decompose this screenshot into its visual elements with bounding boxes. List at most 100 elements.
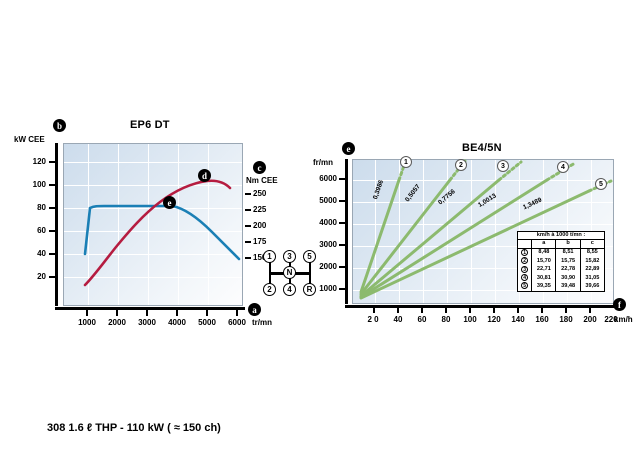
y2-tick-label: 225 <box>253 205 267 214</box>
gridline-v <box>178 144 179 305</box>
gear-gate-right <box>308 261 311 285</box>
x-tick-label: 200 <box>583 315 597 324</box>
gear-ratio-lines <box>359 158 613 300</box>
row-gear: 3 <box>518 265 532 274</box>
y-tick-label: 60 <box>37 226 46 235</box>
y-tick <box>339 200 345 202</box>
x-tick <box>445 308 447 313</box>
y-tick <box>49 276 55 278</box>
y-tick <box>339 288 345 290</box>
figure-caption: 308 1.6 ℓ THP - 110 kW ( ≈ 150 ch) <box>47 422 221 434</box>
x-tick <box>397 308 399 313</box>
y-tick-label: 6000 <box>319 174 337 183</box>
gridline-h <box>353 224 613 225</box>
gear-position-neutral: N <box>283 266 296 279</box>
gear-position-5: 5 <box>303 250 316 263</box>
left-y-spine <box>55 143 58 306</box>
y-tick <box>339 266 345 268</box>
y-tick-label: 100 <box>32 180 46 189</box>
gridline-h <box>64 162 242 163</box>
left-chart-title: EP6 DT <box>130 119 170 131</box>
y2-tick-label: 250 <box>253 189 267 198</box>
y-tick-label: 3000 <box>319 240 337 249</box>
x-tick <box>236 310 238 316</box>
gridline-v <box>208 144 209 305</box>
x-tick <box>116 310 118 316</box>
table-row: 2 15,70 15,75 15,82 <box>518 257 605 266</box>
gridline-h <box>353 180 613 181</box>
right-y-spine <box>345 159 348 304</box>
gear-position-reverse: R <box>303 283 316 296</box>
table-row: 1 8,48 8,51 8,55 <box>518 248 605 258</box>
left-y-axis-label: kW CEE <box>14 135 45 144</box>
left-x-axis-label: tr/mn <box>252 318 272 327</box>
gear-line-5 <box>359 189 591 300</box>
x-tick <box>86 310 88 316</box>
x-tick-label: 4000 <box>168 318 186 327</box>
left-plot-area: e d <box>63 143 243 306</box>
row-value-c: 31,05 <box>579 274 605 283</box>
row-value-a: 22,71 <box>531 265 556 275</box>
y-tick-label: 20 <box>37 272 46 281</box>
badge-a: a <box>248 303 261 316</box>
x-tick-label: 2000 <box>108 318 126 327</box>
table-title: km/h à 1000 t/mn : <box>517 231 605 241</box>
x-tick-label: 3000 <box>138 318 156 327</box>
gear-position-3: 3 <box>283 250 296 263</box>
gear-line-1 <box>359 178 401 294</box>
gear-marker-3: 3 <box>497 160 509 172</box>
gear-marker-2: 2 <box>455 159 467 171</box>
table-header-c: c <box>579 239 605 249</box>
y-tick-label: 120 <box>32 157 46 166</box>
x-tick <box>565 308 567 313</box>
y2-tick-label: 150 <box>253 253 267 262</box>
gear-line-3 <box>359 178 501 298</box>
y-tick <box>339 178 345 180</box>
left-chart-curves <box>83 179 241 287</box>
gridline-h <box>353 202 613 203</box>
right-y-axis-label: Nm CEE <box>246 176 278 185</box>
row-value-c: 22,89 <box>579 265 605 275</box>
table-header-b: b <box>555 239 581 249</box>
y2-tick-label: 175 <box>253 237 267 246</box>
gridline-v <box>148 144 149 305</box>
gridline-v <box>375 160 376 303</box>
y2-tick <box>245 257 251 259</box>
row-value-a: 30,81 <box>531 274 556 283</box>
y2-tick <box>245 193 251 195</box>
x-tick-label: 6000 <box>228 318 246 327</box>
badge-c: c <box>253 161 266 174</box>
gridline-h <box>64 254 242 255</box>
x-tick <box>176 310 178 316</box>
y-tick <box>49 161 55 163</box>
x-tick-label: 160 <box>535 315 549 324</box>
gear-position-1: 1 <box>263 250 276 263</box>
gear-marker-4: 4 <box>557 161 569 173</box>
x-tick-label: 180 <box>559 315 573 324</box>
gear-shift-pattern: 1 3 5 N 2 4 R <box>262 248 318 300</box>
x-tick <box>146 310 148 316</box>
x-tick <box>469 308 471 313</box>
badge-b: b <box>53 119 66 132</box>
y2-tick-label: 200 <box>253 221 267 230</box>
x-tick <box>421 308 423 313</box>
gear-line-2 <box>359 178 452 296</box>
y-tick-label: 2000 <box>319 262 337 271</box>
gear-gate-left <box>268 261 271 285</box>
x-tick-label: 220 <box>604 315 618 324</box>
gridline-v <box>399 160 400 303</box>
right-x-spine <box>345 305 614 308</box>
x-tick-label: 2 0 <box>367 315 379 324</box>
row-gear: 5 <box>518 282 532 291</box>
x-tick <box>373 308 375 313</box>
gear-marker-1: 1 <box>400 156 412 168</box>
right-x-axis-name: km/h <box>614 315 633 324</box>
gridline-v <box>118 144 119 305</box>
table-row: 3 22,71 22,78 22,89 <box>518 265 605 275</box>
x-tick-label: 60 <box>417 315 427 324</box>
right-chart-title: BE4/5N <box>462 142 502 154</box>
row-value-c: 39,66 <box>579 282 605 292</box>
x-tick <box>541 308 543 313</box>
y-tick-label: 1000 <box>319 284 337 293</box>
row-gear: 2 <box>518 257 532 265</box>
